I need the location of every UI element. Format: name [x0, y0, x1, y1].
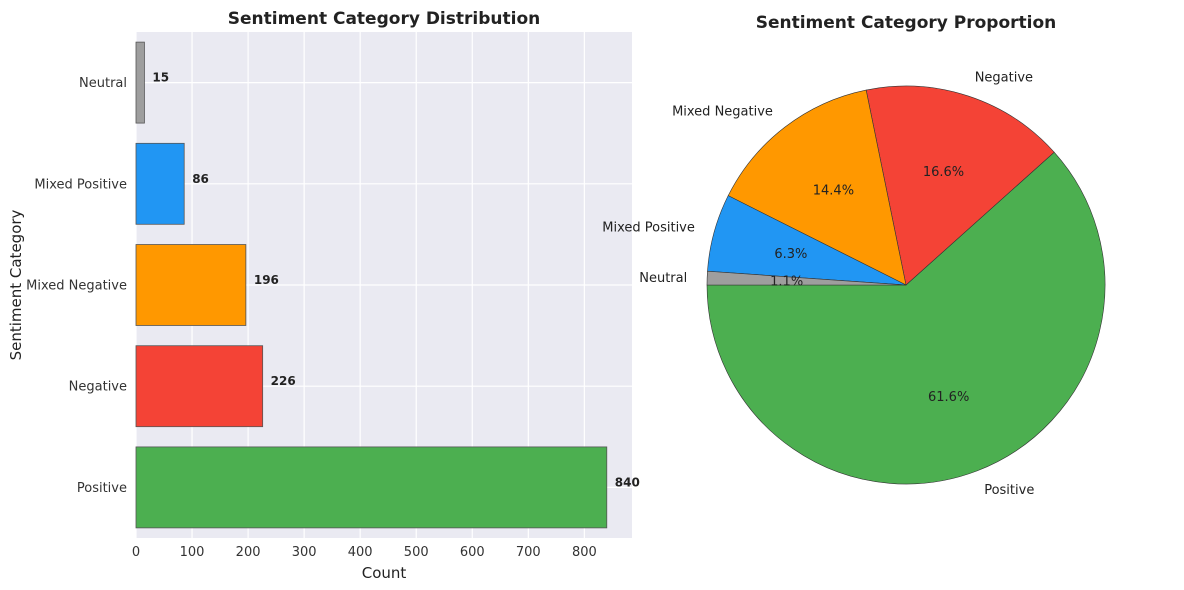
y-tick-label: Positive	[77, 481, 127, 496]
x-tick-label: 100	[180, 545, 205, 560]
bar-value-label: 840	[615, 475, 640, 489]
pie-percent-labels: 61.6% 16.6% 14.4% 6.3% 1.1%	[770, 165, 969, 405]
slice-label: Neutral	[639, 271, 687, 286]
y-tick-label: Mixed Positive	[34, 177, 127, 192]
x-tick-label: 800	[572, 545, 597, 560]
bar-mixed-negative	[135, 244, 247, 326]
slice-label: Mixed Negative	[672, 105, 773, 120]
bar-y-tick-labels: Positive Negative Mixed Negative Mixed Posi…	[26, 76, 127, 496]
x-tick-label: 200	[236, 545, 261, 560]
y-tick-label: Negative	[69, 380, 127, 395]
slice-percent-label: 16.6%	[923, 165, 964, 180]
pie-slices	[706, 85, 1106, 485]
bar-value-labels: 840 226 196 86 15	[152, 71, 639, 490]
slice-negative	[865, 85, 1055, 286]
bar-x-tick-labels: 0 100 200 300 400 500 600 700 800	[132, 545, 597, 560]
pie-category-labels: Positive Negative Mixed Negative Mixed Posi…	[602, 71, 1034, 498]
slice-label: Mixed Positive	[602, 221, 695, 236]
bar-y-axis-label: Sentiment Category	[7, 209, 25, 360]
x-tick-label: 700	[516, 545, 541, 560]
bar-negative	[135, 345, 264, 428]
bar-positive	[135, 446, 608, 529]
x-tick-label: 0	[132, 545, 140, 560]
bar-value-label: 226	[271, 374, 296, 388]
y-tick-label: Neutral	[79, 76, 127, 91]
bar-value-label: 196	[254, 273, 279, 287]
slice-percent-label: 14.4%	[813, 184, 854, 199]
x-tick-label: 500	[404, 545, 429, 560]
x-tick-label: 300	[292, 545, 317, 560]
bar-mixed-positive	[135, 142, 185, 225]
slice-label: Negative	[975, 71, 1033, 86]
slice-mixed-negative	[727, 89, 907, 286]
bar-value-label: 86	[192, 172, 209, 186]
x-tick-label: 400	[348, 545, 373, 560]
slice-label: Positive	[984, 483, 1034, 498]
slice-positive	[706, 151, 1106, 485]
slice-neutral	[706, 270, 907, 286]
bar-marks	[135, 41, 608, 529]
bar-chart: Positive Negative Mixed Negative Mixed Posi…	[7, 9, 640, 582]
bar-neutral	[135, 41, 145, 124]
x-tick-label: 600	[460, 545, 485, 560]
pie-chart-title: Sentiment Category Proportion	[756, 13, 1057, 33]
bar-value-label: 15	[152, 71, 169, 85]
slice-percent-label: 61.6%	[928, 390, 969, 405]
pie-chart: Sentiment Category Proportion 61.6% 16.6%…	[602, 13, 1106, 498]
y-tick-label: Mixed Negative	[26, 279, 127, 294]
slice-percent-label: 6.3%	[774, 247, 807, 262]
bar-chart-title: Sentiment Category Distribution	[228, 9, 540, 29]
bar-x-axis-label: Count	[362, 564, 407, 582]
slice-percent-label: 1.1%	[770, 274, 803, 289]
